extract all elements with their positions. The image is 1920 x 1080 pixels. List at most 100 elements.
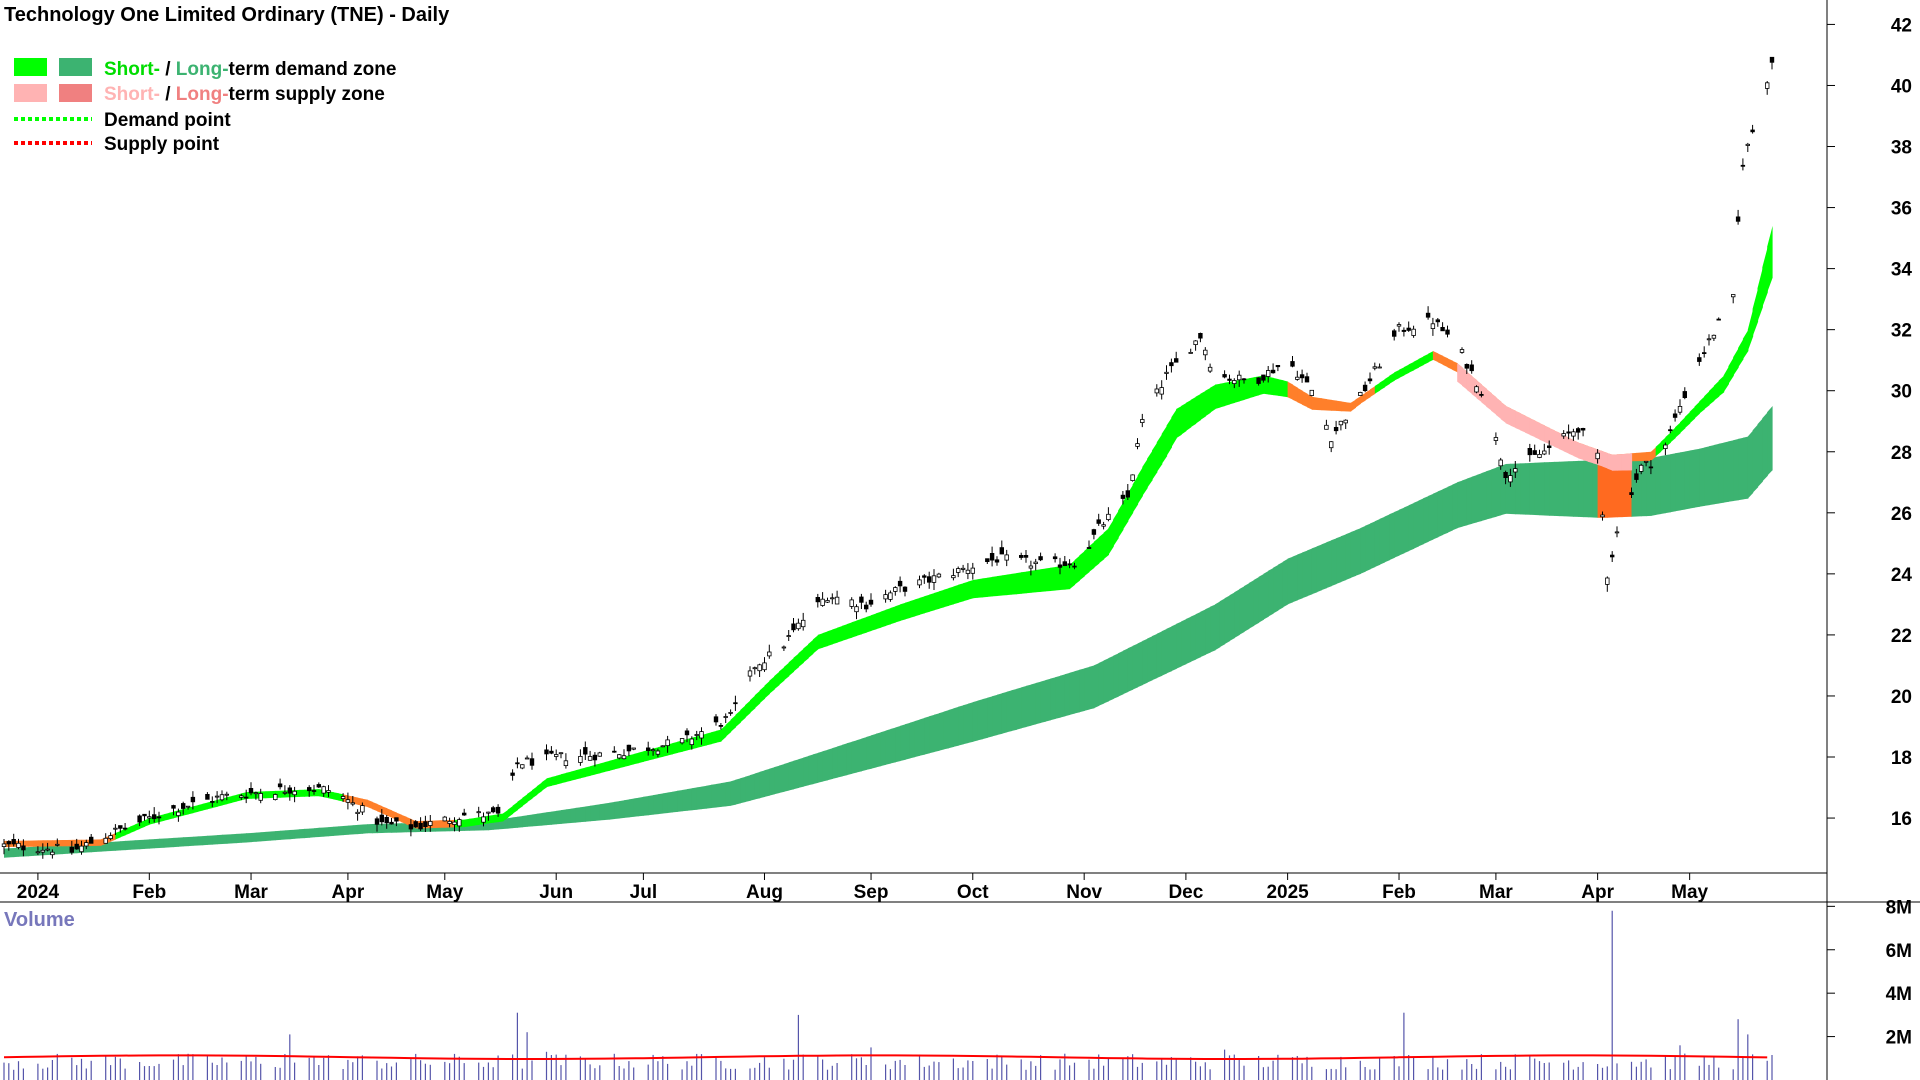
long-term-zone-segment (1495, 465, 1502, 517)
candle-body (1275, 364, 1281, 368)
short-term-zone-segment (972, 579, 979, 599)
long-term-zone-segment (163, 838, 170, 848)
candle-body (1411, 328, 1416, 336)
short-term-zone-segment (168, 811, 175, 820)
short-term-zone-segment (328, 791, 334, 800)
short-term-zone-segment (502, 809, 509, 822)
long-term-zone-segment (1321, 542, 1327, 591)
short-term-zone-segment (1752, 288, 1759, 337)
long-term-zone-segment (1399, 507, 1405, 556)
long-term-zone-segment (8, 848, 15, 858)
candle-body (1120, 494, 1126, 499)
long-term-zone-segment (1534, 462, 1541, 516)
long-term-zone-segment (992, 694, 998, 737)
candle-body (733, 702, 738, 705)
short-term-zone-segment (42, 840, 49, 847)
candle-body (214, 795, 220, 798)
short-term-zone-segment (1370, 386, 1376, 398)
candle-body (1004, 554, 1009, 561)
short-term-zone-segment (1689, 406, 1696, 424)
candle-body (408, 824, 414, 830)
short-term-zone-segment (992, 576, 998, 597)
short-term-zone-segment (488, 815, 494, 824)
candle-body (1716, 318, 1721, 321)
candle-body (74, 843, 79, 850)
short-term-supply-zone-segment (1602, 451, 1608, 469)
long-term-zone-segment (1529, 462, 1536, 515)
long-term-zone-segment (1118, 650, 1124, 697)
short-term-zone-segment (47, 840, 53, 847)
long-term-zone-segment (1592, 460, 1599, 518)
long-term-zone-segment (1583, 460, 1589, 518)
candle-body (1096, 519, 1101, 524)
long-term-zone-segment (619, 800, 625, 819)
candle-body (1731, 294, 1736, 298)
legend-swatch-long-supply (59, 84, 92, 102)
short-term-zone-segment (1147, 450, 1153, 488)
candle-body (965, 569, 971, 574)
long-term-zone-segment (1379, 516, 1386, 565)
short-term-zone-segment (614, 758, 620, 770)
long-term-zone-segment (1253, 576, 1260, 626)
long-term-zone-segment (958, 705, 964, 746)
long-term-zone-segment (1108, 655, 1114, 702)
candle-body (524, 757, 530, 760)
candle-body (355, 811, 360, 814)
candle-body (50, 851, 55, 856)
candle-body (864, 604, 869, 610)
short-term-zone-segment (473, 817, 480, 826)
price-tick-label: 32 (1891, 321, 1912, 342)
short-term-zone-segment (1762, 246, 1768, 308)
candle-body (922, 575, 927, 578)
short-term-zone-segment (963, 581, 969, 602)
short-term-zone-segment (1297, 387, 1303, 405)
short-term-zone-segment (1055, 566, 1061, 591)
candle-body (171, 805, 176, 809)
short-term-zone-segment (1704, 391, 1710, 410)
long-term-zone-segment (1520, 463, 1526, 515)
short-term-zone-segment (958, 583, 964, 603)
short-term-supply-zone-segment (1539, 423, 1545, 442)
candle-body (1237, 374, 1242, 381)
short-term-supply-zone-segment (1481, 384, 1487, 407)
short-term-zone-segment (1016, 572, 1022, 595)
long-term-zone-segment (236, 833, 242, 844)
short-term-zone-segment (37, 840, 44, 847)
long-term-zone-segment (1621, 458, 1628, 518)
short-term-supply-zone-segment (1568, 437, 1574, 456)
short-term-zone-segment (1103, 528, 1109, 560)
long-term-zone-segment (837, 744, 843, 778)
short-term-zone-segment (1336, 400, 1342, 412)
candle-body (205, 794, 210, 800)
long-term-zone-segment (1767, 406, 1773, 476)
short-term-supply-zone-segment (1529, 418, 1536, 438)
long-term-zone-segment (1665, 454, 1671, 514)
short-term-zone-segment (745, 700, 751, 718)
short-term-supply-zone-segment (1626, 453, 1633, 471)
long-term-zone-segment (1568, 461, 1574, 517)
candle-body (1677, 405, 1683, 413)
long-term-zone-segment (885, 729, 891, 765)
short-term-zone-segment (159, 814, 165, 823)
candle-body (321, 786, 326, 794)
short-term-zone-segment (1374, 382, 1381, 394)
candle-body (180, 803, 186, 809)
candle-body (428, 821, 433, 826)
candle-body (883, 594, 888, 600)
short-term-zone-segment (909, 599, 916, 618)
long-term-zone-segment (57, 844, 63, 855)
short-term-zone-segment (1219, 382, 1226, 408)
short-term-zone-segment (1282, 380, 1289, 398)
price-tick-label: 26 (1891, 504, 1912, 525)
long-term-zone-segment (1670, 453, 1676, 513)
long-term-zone-segment (347, 825, 354, 835)
candle-body (868, 599, 874, 605)
short-term-zone-segment (1084, 546, 1090, 577)
candle-body (239, 795, 244, 798)
long-term-zone-segment (783, 762, 790, 792)
long-term-zone-segment (323, 827, 330, 837)
long-term-zone-segment (202, 835, 208, 846)
candle-body (1430, 323, 1436, 329)
short-term-zone-segment (498, 813, 504, 823)
short-term-zone-segment (1268, 376, 1274, 396)
